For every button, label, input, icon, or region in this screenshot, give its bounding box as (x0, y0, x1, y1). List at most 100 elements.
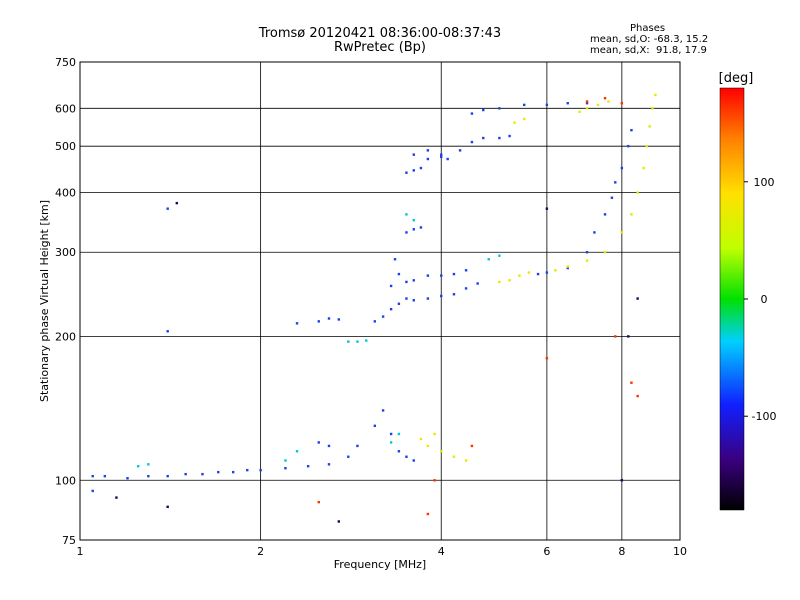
data-point (464, 269, 468, 272)
data-point (636, 297, 639, 300)
data-point (184, 472, 187, 476)
data-point (327, 463, 331, 466)
data-point (347, 340, 350, 343)
data-point (578, 110, 581, 114)
data-point (523, 103, 526, 107)
data-point (412, 228, 415, 231)
data-point (513, 121, 516, 124)
data-point (405, 231, 408, 234)
data-point (337, 520, 341, 523)
data-point (284, 459, 287, 462)
data-point (201, 472, 204, 476)
data-point (470, 140, 474, 144)
y-tick-labels: 75 100 200 300 400 500 600 750 (55, 56, 76, 547)
data-point (389, 307, 393, 311)
data-point (585, 107, 589, 110)
data-point (147, 463, 150, 466)
y-tick-label: 600 (55, 102, 76, 115)
data-point (103, 474, 107, 478)
data-point (231, 470, 235, 474)
data-point (126, 477, 129, 480)
data-point (166, 207, 169, 210)
data-point (373, 424, 377, 428)
data-point (452, 272, 456, 276)
data-point (585, 251, 589, 254)
phase-legend-o: mean, sd,O: -68.3, 15.2 (590, 34, 709, 45)
data-point (259, 468, 262, 472)
x-tick-label: 2 (257, 545, 264, 558)
data-point (166, 330, 169, 333)
data-point (566, 101, 569, 105)
data-point (365, 339, 368, 342)
data-point (440, 153, 443, 156)
y-tick-label: 500 (55, 140, 76, 153)
data-point (426, 274, 430, 277)
phase-legend-title: Phases (630, 23, 666, 34)
colorbar-tick-label: 0 (761, 293, 768, 306)
y-tick-label: 100 (55, 474, 76, 487)
data-point (405, 213, 408, 216)
data-point (433, 432, 436, 436)
data-point (337, 318, 341, 321)
data-point (630, 213, 633, 216)
data-point (419, 166, 423, 170)
data-point (433, 479, 436, 482)
data-point (389, 441, 393, 444)
data-point (306, 465, 310, 468)
data-point (630, 128, 633, 132)
data-point (166, 505, 169, 509)
y-tick-label: 200 (55, 330, 76, 343)
data-point (645, 144, 648, 148)
data-point (458, 149, 462, 152)
data-point (426, 297, 430, 300)
x-tick-label: 6 (543, 545, 550, 558)
data-point (620, 101, 624, 105)
data-point (603, 213, 607, 216)
x-tick-label: 1 (77, 545, 84, 558)
data-point (627, 144, 630, 148)
data-point (440, 155, 443, 159)
data-point (91, 474, 94, 478)
data-point (446, 157, 449, 161)
data-point (470, 112, 474, 115)
data-point (498, 136, 501, 140)
data-point (295, 322, 299, 325)
data-point (482, 136, 485, 140)
data-points (91, 93, 657, 523)
data-point (347, 455, 350, 458)
data-point (412, 219, 415, 222)
data-point (147, 474, 150, 478)
data-point (412, 279, 415, 282)
data-point (405, 297, 408, 300)
data-point (603, 96, 607, 100)
data-point (545, 271, 549, 274)
data-point (426, 444, 430, 448)
data-point (217, 470, 220, 474)
data-point (426, 157, 430, 161)
y-tick-label: 400 (55, 186, 76, 199)
data-point (356, 444, 359, 448)
data-point (397, 302, 401, 305)
data-point (508, 279, 511, 282)
x-tick-labels: 1 2 4 6 8 10 (77, 545, 688, 558)
data-point (607, 100, 610, 103)
colorbar-ticks: 100 0 -100 (744, 176, 776, 423)
y-axis-label: Stationary phase Virtual Height [km] (38, 200, 51, 402)
data-point (627, 335, 630, 338)
colorbar-tick-label: -100 (752, 410, 777, 423)
phase-legend: Phases mean, sd,O: -68.3, 15.2 mean, sd,… (590, 23, 720, 56)
data-point (452, 293, 456, 296)
colorbar-label: [deg] (719, 71, 754, 86)
data-point (405, 171, 408, 174)
data-point (566, 266, 569, 270)
data-point (440, 450, 443, 453)
data-point (464, 459, 468, 462)
data-point (518, 274, 521, 277)
data-point (419, 226, 423, 229)
data-point (498, 280, 501, 284)
data-point (91, 489, 94, 493)
x-tick-label: 4 (438, 545, 445, 558)
data-point (642, 166, 645, 170)
data-point (648, 125, 651, 128)
x-tick-label: 10 (673, 545, 687, 558)
